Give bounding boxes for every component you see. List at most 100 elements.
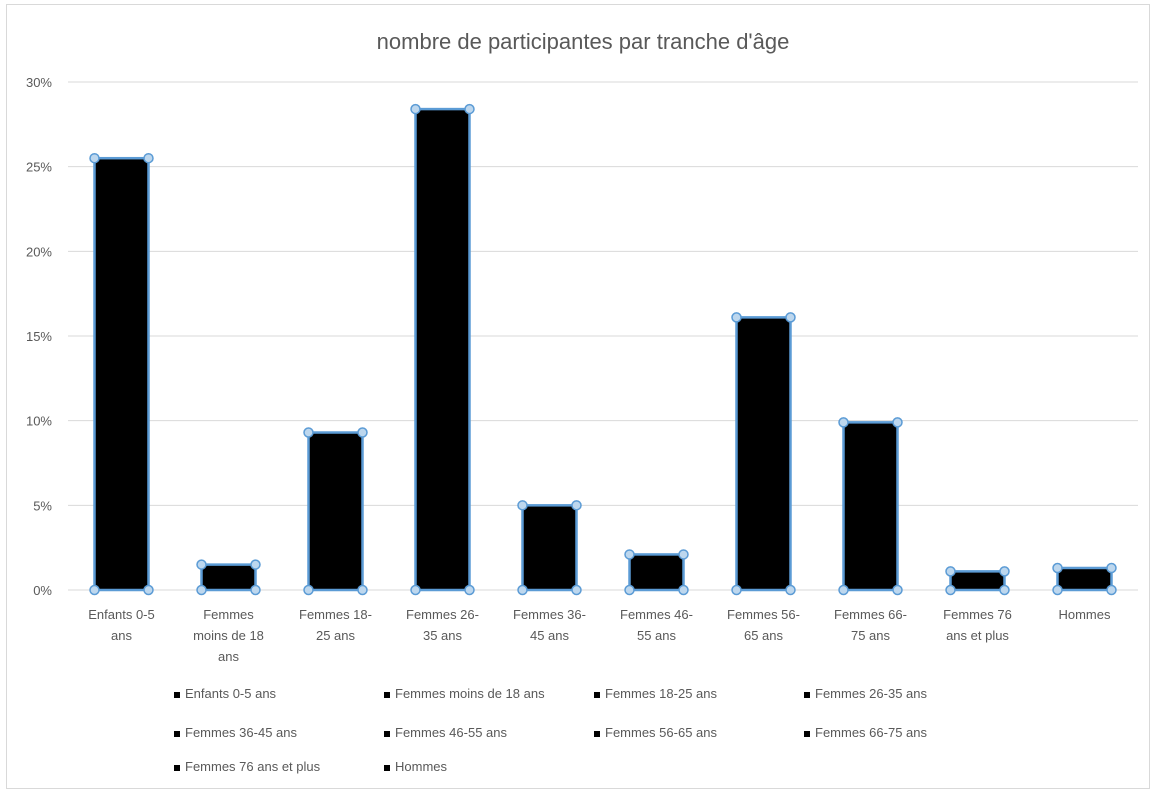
category-label: 65 ans [744,628,784,643]
selection-handle [143,584,154,596]
y-tick-label: 0% [33,583,52,598]
category-label: 75 ans [851,628,891,643]
selection-handle [464,584,475,596]
selection-handle [785,312,796,323]
category-label: 55 ans [637,628,677,643]
selection-handle [410,584,421,596]
selection-handle [1052,584,1063,596]
selection-handle [892,417,903,428]
selection-handle [196,559,207,570]
selection-handle [357,427,368,438]
category-label: Femmes 56- [727,607,800,622]
selection-handle [571,500,582,511]
legend-label: Hommes [395,759,448,774]
selection-handle [892,584,903,596]
legend-swatch [804,731,810,737]
legend-label: Femmes moins de 18 ans [395,686,545,701]
selection-handle [517,584,528,596]
selection-handle [945,566,956,577]
legend-swatch [174,692,180,698]
chart-title: nombre de participantes par tranche d'âg… [377,29,790,54]
bar [628,553,685,592]
selection-handle [945,584,956,596]
selection-handle [357,584,368,596]
gridlines [68,81,1138,591]
legend-label: Enfants 0-5 ans [185,686,277,701]
legend-label: Femmes 66-75 ans [815,725,927,740]
legend-label: Femmes 76 ans et plus [185,759,321,774]
bar [735,316,792,592]
selection-handle [838,417,849,428]
selection-handle [89,152,100,164]
y-tick-label: 10% [26,414,52,429]
legend-swatch [384,692,390,698]
category-label: Femmes 66- [834,607,907,622]
bar [307,431,364,592]
selection-handle [999,566,1010,577]
bar [842,421,899,592]
legend: Enfants 0-5 ans Femmes moins de 18 ans Fem… [174,686,927,774]
selection-handle [1052,562,1063,574]
bar [1056,566,1113,592]
selection-handle [838,584,849,596]
bar [521,504,578,592]
bar [93,156,150,592]
category-label: 35 ans [423,628,463,643]
y-axis-ticks: 0% 5% 10% 15% 20% 25% 30% [26,75,52,598]
category-label: Enfants 0-5 [88,607,155,622]
selection-handle [464,103,475,115]
y-tick-label: 15% [26,329,52,344]
selection-handle [303,427,314,438]
legend-swatch [174,731,180,737]
selection-handle [624,584,635,596]
x-axis-categories: Enfants 0-5 ans Femmes moins de 18 ans Femmes… [88,607,1111,664]
category-label: Femmes 36- [513,607,586,622]
bar [200,563,257,592]
y-tick-label: 5% [33,498,52,513]
selection-handle [89,584,100,596]
selection-handle [517,500,528,511]
selection-handle [250,584,261,596]
legend-label: Femmes 46-55 ans [395,725,507,740]
category-label: ans [111,628,132,643]
category-label: Femmes 76 [943,607,1012,622]
selection-handle [731,312,742,323]
category-label: Hommes [1058,607,1111,622]
selection-handle [785,584,796,596]
category-label: Femmes [203,607,254,622]
bar [949,570,1006,592]
category-label: Femmes 46- [620,607,693,622]
bars [89,103,1117,596]
selection-handle [143,152,154,164]
legend-swatch [804,692,810,698]
selection-handle [678,584,689,596]
selection-handle [250,559,261,570]
chart-area [6,4,1150,789]
legend-swatch [594,692,600,698]
selection-handle [624,549,635,560]
selection-handle [999,584,1010,596]
legend-label: Femmes 18-25 ans [605,686,717,701]
legend-label: Femmes 36-45 ans [185,725,297,740]
category-label: 25 ans [316,628,356,643]
legend-label: Femmes 56-65 ans [605,725,717,740]
selection-handle [196,584,207,596]
selection-handle [303,584,314,596]
selection-handle [731,584,742,596]
category-label: Femmes 18- [299,607,372,622]
bar [414,107,471,592]
legend-label: Femmes 26-35 ans [815,686,927,701]
category-label: Femmes 26- [406,607,479,622]
category-label: ans et plus [946,628,1009,643]
category-label: moins de 18 [193,628,264,643]
legend-swatch [174,765,180,771]
selection-handle [678,549,689,560]
legend-swatch [384,731,390,737]
selection-handle [410,103,421,115]
legend-swatch [384,765,390,771]
y-tick-label: 30% [26,75,52,90]
selection-handle [1106,562,1117,574]
category-label: ans [218,649,239,664]
selection-handle [571,584,582,596]
